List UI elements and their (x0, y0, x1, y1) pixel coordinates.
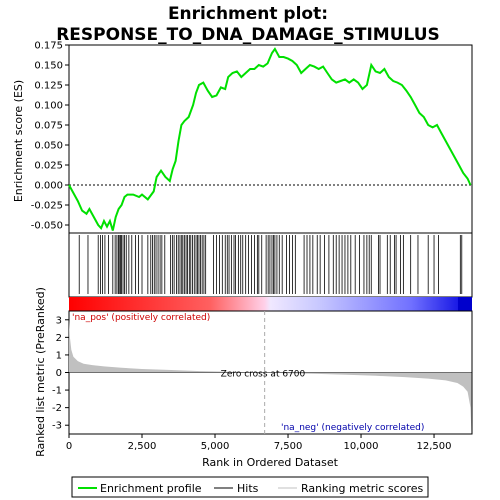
metric-y-tick-label: -3 (52, 421, 62, 432)
metric-y-tick-label: -1 (52, 386, 62, 397)
es-panel: -0.050 -0.025 0.000 0.025 0.050 0.075 0.100 0.1… (12, 41, 473, 234)
negative-correlation-label: 'na_neg' (negatively correlated) (281, 423, 424, 433)
metric-y-axis-label: Ranked list metric (PreRanked) (34, 287, 47, 457)
es-y-tick-label: -0.050 (31, 221, 63, 232)
legend: Enrichment profile Hits Ranking metric s… (71, 476, 429, 498)
hit-lines (78, 235, 463, 294)
es-y-tick-label: 0.050 (34, 141, 63, 152)
x-tick-label: 12,500 (417, 441, 452, 452)
metric-y-tick-label: -2 (52, 403, 62, 414)
es-y-axis-label: Enrichment score (ES) (12, 80, 25, 202)
chart-title-line1: Enrichment plot: (168, 4, 328, 24)
hits-panel (68, 232, 473, 298)
x-axis-label: Rank in Ordered Dataset (202, 456, 339, 469)
legend-label-enrichment-profile: Enrichment profile (100, 482, 202, 495)
metric-y-ticks: -3 -2 -1 0 1 2 3 (52, 315, 69, 432)
x-tick-label: 10,000 (344, 441, 379, 452)
metric-panel: Zero cross at 6700 'na_pos' (positively … (34, 287, 473, 469)
legend-label-ranking-metric: Ranking metric scores (301, 482, 423, 495)
es-y-tick-label: 0.175 (34, 41, 63, 52)
es-y-tick-label: 0.025 (34, 161, 63, 172)
es-series-line (68, 47, 472, 231)
metric-y-tick-label: 2 (56, 333, 62, 344)
x-tick-label: 7,500 (274, 441, 303, 452)
es-y-tick-label: 0.100 (34, 101, 63, 112)
legend-label-hits: Hits (237, 482, 259, 495)
es-y-tick-label: 0.150 (34, 61, 63, 72)
rank-color-bar (69, 297, 472, 311)
x-tick-label: 5,000 (201, 441, 230, 452)
metric-y-tick-label: 3 (56, 315, 62, 326)
es-y-tick-label: 0.075 (34, 121, 63, 132)
metric-x-ticks: 0 2,500 5,000 7,500 10,000 12,500 (66, 434, 452, 452)
es-y-tick-label: 0.125 (34, 81, 63, 92)
es-panel-frame (68, 44, 473, 234)
hits-panel-frame (68, 232, 473, 298)
x-tick-label: 2,500 (128, 441, 157, 452)
legend-frame (71, 476, 429, 498)
metric-y-tick-label: 0 (56, 368, 62, 379)
es-y-tick-label: -0.025 (31, 201, 63, 212)
es-y-ticks: -0.050 -0.025 0.000 0.025 0.050 0.075 0.100 0.1… (31, 41, 69, 232)
rank-color-bar-end (458, 297, 472, 311)
x-tick-label: 0 (66, 441, 72, 452)
chart-title-line2: RESPONSE_TO_DNA_DAMAGE_STIMULUS (56, 25, 440, 45)
positive-correlation-label: 'na_pos' (positively correlated) (72, 313, 210, 323)
es-y-tick-label: 0.000 (34, 181, 63, 192)
zero-cross-label: Zero cross at 6700 (221, 370, 306, 380)
metric-y-tick-label: 1 (56, 350, 62, 361)
